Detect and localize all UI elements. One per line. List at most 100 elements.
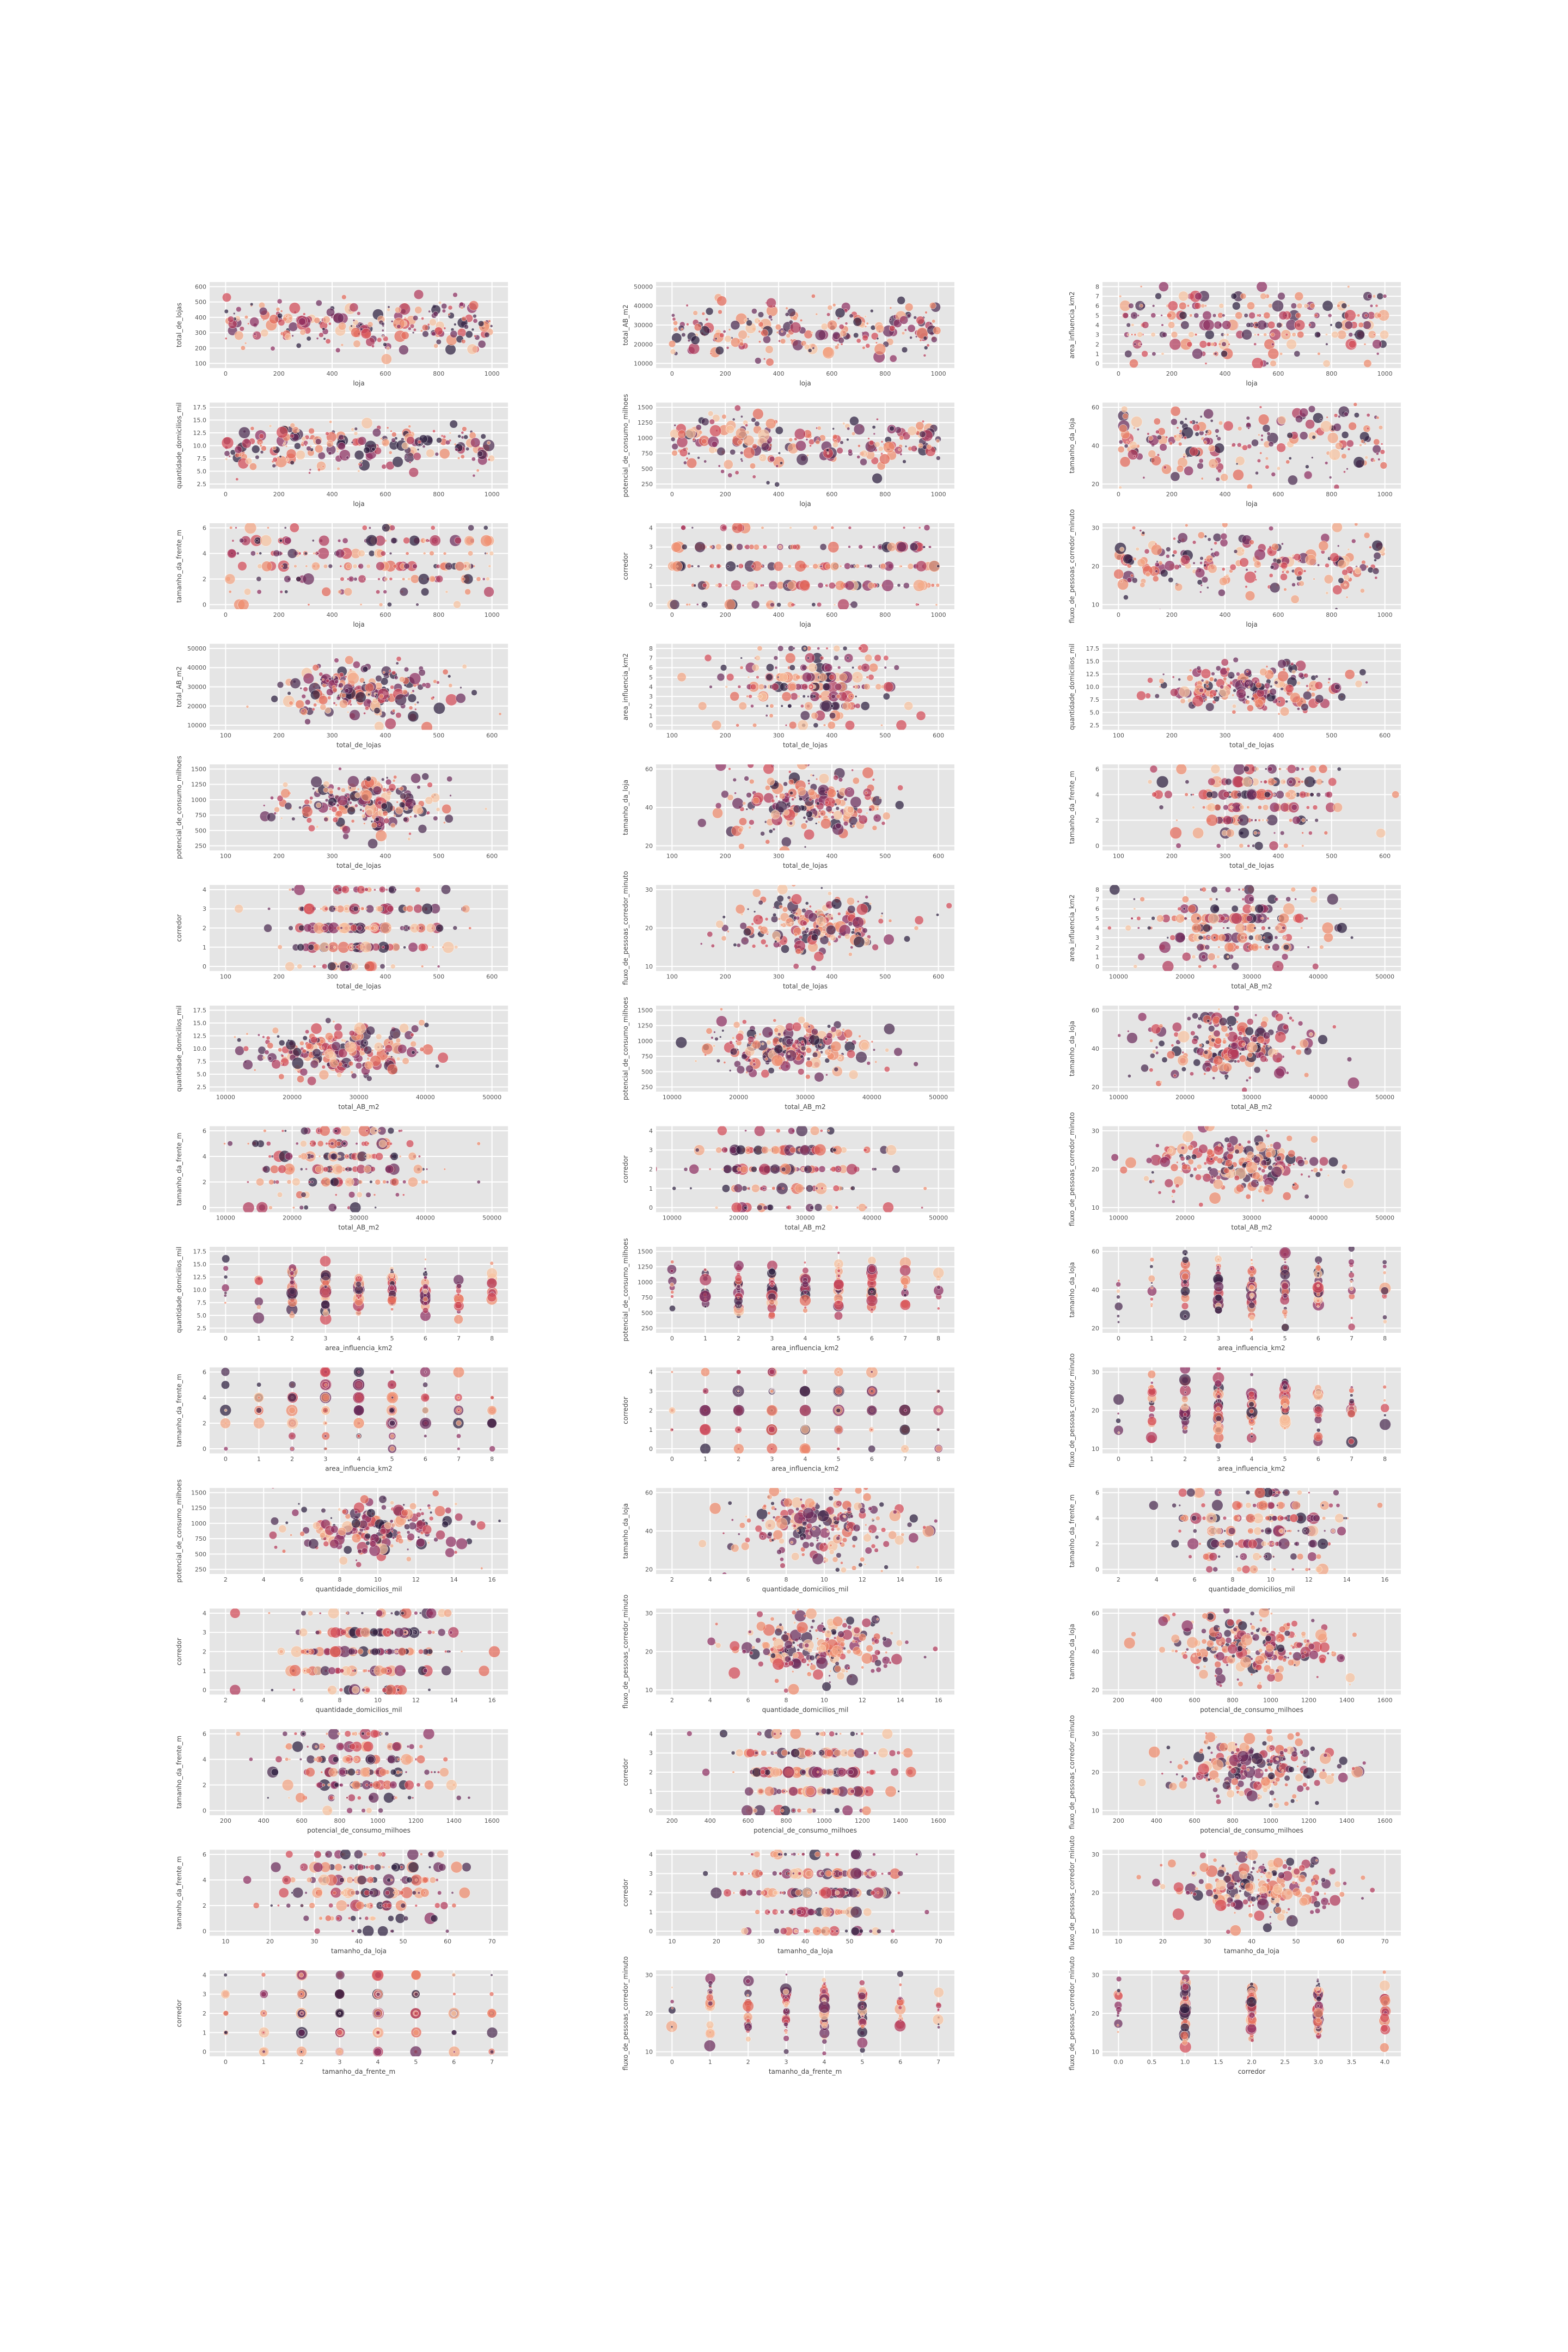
x-tick-label: 600	[379, 611, 391, 618]
scatter-point	[320, 907, 323, 910]
scatter-point	[916, 316, 925, 325]
scatter-point	[745, 808, 749, 811]
scatter-point	[893, 665, 899, 671]
scatter-point	[426, 923, 436, 933]
scatter-point	[346, 564, 352, 569]
scatter-point	[455, 448, 458, 451]
scatter-point	[332, 817, 339, 823]
scatter-point	[1169, 442, 1173, 445]
scatter-point	[688, 342, 700, 354]
scatter-point	[1290, 692, 1301, 703]
scatter-point	[1285, 570, 1290, 574]
scatter-point	[367, 838, 378, 849]
scatter-point	[906, 313, 911, 318]
scatter-point	[1196, 943, 1204, 951]
scatter-point	[809, 444, 812, 448]
scatter-point	[287, 548, 298, 559]
scatter-point	[1225, 886, 1232, 893]
y-tick-label: 600	[195, 283, 206, 290]
scatter-point	[1241, 329, 1252, 340]
scatter-point	[487, 458, 491, 461]
scatter-point	[1327, 313, 1332, 318]
scatter-point	[850, 946, 854, 950]
scatter-point	[1302, 691, 1312, 700]
scatter-point	[434, 327, 443, 335]
y-tick-label: 0	[649, 722, 653, 729]
scatter-point	[296, 576, 302, 582]
scatter-point	[761, 442, 770, 451]
scatter-point	[1267, 777, 1276, 786]
y-tick-label: 4	[649, 684, 653, 691]
scatter-point	[687, 339, 691, 342]
scatter-point	[775, 426, 783, 435]
scatter-point	[747, 676, 750, 679]
scatter-point	[852, 671, 863, 683]
scatter-point	[422, 552, 426, 555]
scatter-point	[297, 964, 303, 970]
scatter-point	[1246, 483, 1253, 489]
scatter-point	[834, 345, 839, 350]
scatter-point	[1265, 665, 1269, 668]
scatter-point	[1274, 681, 1278, 685]
scatter-point	[1273, 793, 1276, 796]
scatter-point	[738, 843, 745, 850]
scatter-point	[1260, 755, 1263, 757]
scatter-point	[1123, 595, 1129, 601]
scatter-point	[862, 928, 868, 934]
scatter-point	[349, 709, 360, 721]
scatter-point	[449, 420, 458, 428]
scatter-point	[1207, 952, 1216, 961]
scatter-point	[1355, 680, 1363, 688]
scatter-point	[852, 928, 855, 931]
scatter-point	[483, 586, 494, 597]
scatter-point	[858, 544, 863, 549]
scatter-point	[353, 340, 361, 348]
scatter-panel: 0 200 400 600 800 10000246lojatamanho_da_fren…	[175, 523, 508, 628]
scatter-panel: 100 200 300 400 500 6002.55.07.510.012.515.01…	[1068, 644, 1401, 749]
y-tick-label: 10.0	[1086, 684, 1100, 691]
x-axis-label: total_de_lojas	[336, 742, 381, 749]
scatter-point	[1181, 896, 1189, 903]
scatter-point	[865, 791, 868, 794]
scatter-point	[789, 526, 792, 529]
scatter-point	[1291, 332, 1296, 337]
scatter-point	[392, 779, 396, 782]
scatter-point	[485, 577, 490, 581]
scatter-point	[345, 964, 350, 969]
scatter-point	[435, 1064, 439, 1068]
scatter-point	[1372, 444, 1381, 454]
scatter-point	[448, 313, 451, 316]
scatter-point	[721, 525, 727, 531]
scatter-point	[744, 776, 749, 781]
scatter-point	[734, 470, 739, 475]
scatter-point	[1200, 303, 1205, 308]
scatter-point	[280, 564, 284, 568]
scatter-point	[228, 590, 232, 593]
scatter-point	[433, 702, 445, 714]
scatter-point	[1269, 688, 1277, 696]
scatter-point	[1333, 484, 1340, 489]
points-layer	[668, 293, 941, 366]
scatter-point	[395, 307, 401, 314]
scatter-point	[1305, 304, 1309, 308]
scatter-point	[1218, 577, 1228, 586]
scatter-point	[429, 318, 437, 326]
scatter-point	[1222, 927, 1225, 929]
y-tick-label: 2.5	[197, 1084, 207, 1091]
scatter-point	[350, 1070, 354, 1074]
scatter-point	[923, 546, 926, 549]
scatter-point	[866, 812, 868, 814]
scatter-point	[1210, 548, 1213, 551]
scatter-point	[325, 1017, 332, 1024]
scatter-point	[305, 1043, 313, 1050]
scatter-point	[1204, 558, 1207, 561]
scatter-point	[280, 1062, 283, 1065]
scatter-point	[1337, 304, 1340, 308]
scatter-point	[800, 823, 807, 830]
scatter-point	[865, 343, 871, 348]
scatter-point	[376, 561, 385, 571]
x-tick-label: 600	[826, 370, 837, 377]
scatter-point	[711, 441, 718, 448]
scatter-point	[768, 315, 773, 319]
y-tick-label: 60	[645, 765, 653, 773]
